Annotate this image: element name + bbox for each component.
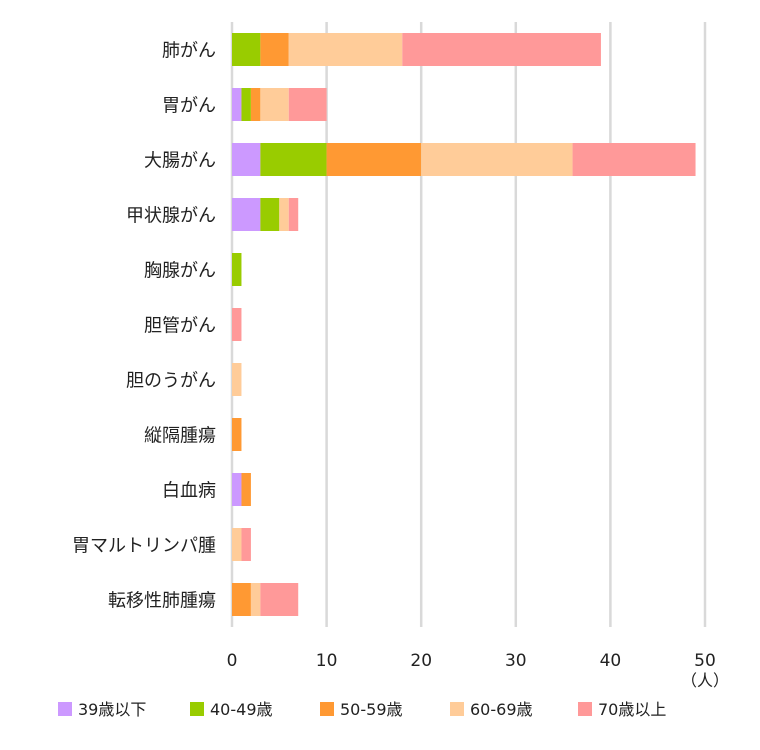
category-label: 甲状腺がん [126,206,216,227]
legend-swatch [450,702,464,716]
bar-segment [260,33,289,66]
category-label: 胃がん [162,96,216,117]
legend-label: 70歳以上 [598,700,666,719]
category-label: 大腸がん [144,151,216,172]
legend-label: 60-69歳 [470,700,533,719]
bar-segment [232,363,242,396]
category-label: 胸腺がん [144,261,216,282]
legend-label: 40-49歳 [210,700,273,719]
bar-segment [232,143,261,176]
bar-segment [326,143,422,176]
category-label: 転移性肺腫瘍 [108,591,216,612]
legend-swatch [320,702,334,716]
legend-label: 50-59歳 [340,700,403,719]
bar-segment [288,198,299,231]
bar-segment [232,198,261,231]
category-label: 縦隔腫瘍 [144,426,216,447]
bar-segment [232,253,242,286]
legend-swatch [190,702,204,716]
bar-segment [260,88,289,121]
category-label: 肺がん [162,41,216,62]
bar-segment [260,198,280,231]
bar-segment [232,308,242,341]
bar-segment [421,143,573,176]
bar-segment [232,88,242,121]
bar-segment [232,418,242,451]
x-tick-label: 40 [600,651,622,671]
category-label: 胆のうがん [126,371,216,392]
x-tick-label: 20 [410,651,432,671]
bar-segment [241,88,251,121]
bar-segment [232,528,242,561]
bar-segment [288,33,403,66]
bar-segment [241,473,251,506]
legend-swatch [578,702,592,716]
category-label: 白血病 [162,481,216,502]
bar-segment [279,198,289,231]
bar-segment [402,33,601,66]
bar-segment [232,583,251,616]
category-label: 胆管がん [144,316,216,337]
category-label: 胃マルトリンパ腫 [72,536,216,557]
x-axis-unit-label: （人） [681,671,729,690]
bar-segment [232,473,242,506]
bar-segment [250,583,261,616]
x-tick-label: 50 [694,651,716,671]
legend-swatch [58,702,72,716]
bar-segment [572,143,696,176]
x-tick-label: 10 [316,651,338,671]
bar-segment [260,583,299,616]
bar-segment [288,88,327,121]
legend-label: 39歳以下 [78,700,146,719]
bar-segment [241,528,251,561]
bar-segment [250,88,261,121]
x-tick-label: 30 [505,651,527,671]
x-tick-label: 0 [227,651,238,671]
bar-segment [260,143,327,176]
bar-segment [232,33,261,66]
